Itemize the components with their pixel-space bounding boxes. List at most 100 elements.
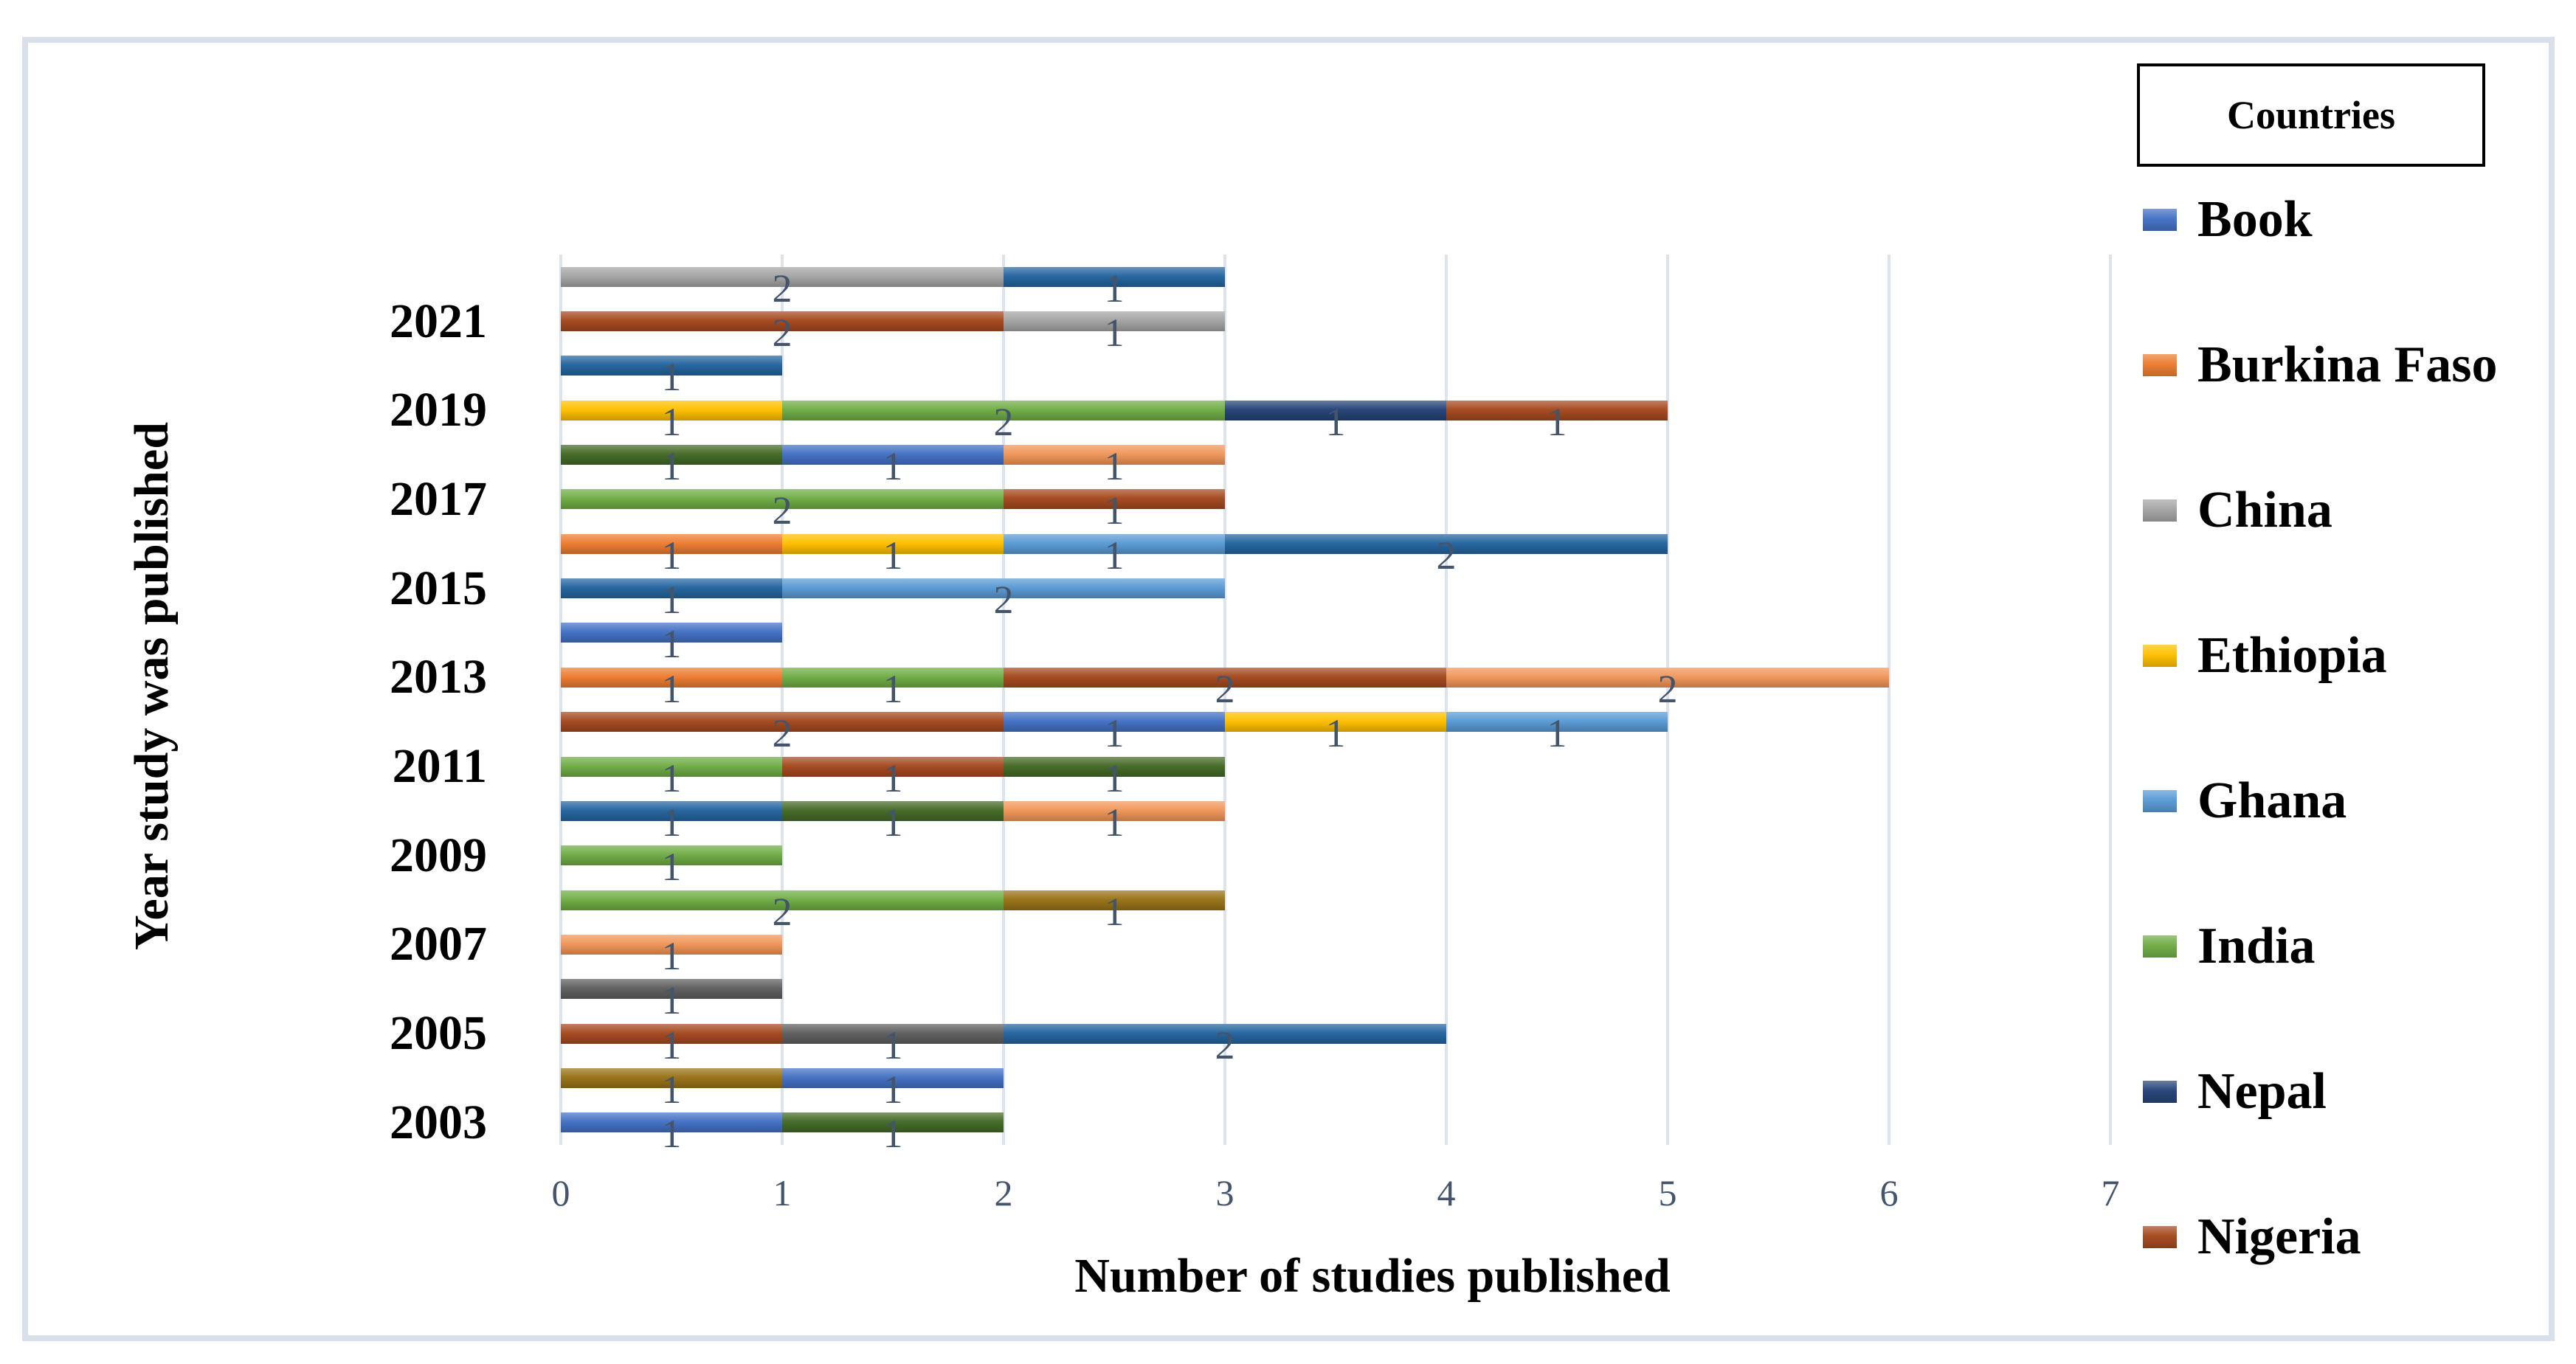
bar-value-label: 1 xyxy=(1325,711,1346,755)
bar-segment xyxy=(561,1024,782,1044)
bar-value-label: 1 xyxy=(883,444,903,488)
bar-segment xyxy=(561,401,782,420)
legend-item-label: Burkina Faso xyxy=(2197,336,2498,393)
gridline xyxy=(781,255,784,1145)
bar-segment xyxy=(782,445,1004,465)
bar-value-label: 1 xyxy=(661,622,682,666)
y-axis-tick-label: 2019 xyxy=(390,383,487,437)
bar-value-label: 1 xyxy=(661,444,682,488)
bar-segment xyxy=(782,668,1004,688)
bar-value-label: 1 xyxy=(661,1112,682,1156)
bar-value-label: 1 xyxy=(661,533,682,578)
bar-value-label: 1 xyxy=(1104,488,1125,533)
gridline xyxy=(1666,255,1669,1145)
bar-value-label: 2 xyxy=(772,266,793,311)
bar-segment xyxy=(782,1024,1004,1044)
bar-value-label: 1 xyxy=(883,667,903,711)
bar-value-label: 1 xyxy=(661,756,682,800)
bar-value-label: 1 xyxy=(883,800,903,845)
bar-segment xyxy=(1004,267,1225,287)
bar-value-label: 2 xyxy=(1215,1023,1235,1067)
legend-title: Countries xyxy=(2227,93,2395,137)
bar-value-label: 1 xyxy=(1547,400,1567,444)
bar-value-label: 1 xyxy=(1104,756,1125,800)
legend-item-label: Ghana xyxy=(2197,772,2347,829)
bar-segment xyxy=(561,935,782,955)
bar-value-label: 2 xyxy=(1436,533,1457,578)
legend-item-label: Nigeria xyxy=(2197,1208,2361,1265)
bar-value-label: 1 xyxy=(1325,400,1346,444)
legend-swatch-india xyxy=(2143,935,2177,958)
bar-segment xyxy=(561,757,782,777)
y-axis-title: Year study was published xyxy=(125,422,179,950)
bar-value-label: 1 xyxy=(1104,266,1125,311)
bar-value-label: 1 xyxy=(661,400,682,444)
bar-value-label: 1 xyxy=(883,1112,903,1156)
legend-item-label: China xyxy=(2197,482,2332,539)
bar-value-label: 1 xyxy=(661,800,682,845)
y-axis-tick-label: 2007 xyxy=(390,917,487,971)
legend-title-box: Countries xyxy=(2137,63,2485,167)
legend-item-label: Nepal xyxy=(2197,1063,2327,1120)
bar-segment xyxy=(1004,445,1225,465)
bar-value-label: 2 xyxy=(772,488,793,533)
bar-value-label: 2 xyxy=(1215,667,1235,711)
y-axis-tick-label: 2011 xyxy=(392,739,487,793)
bar-segment xyxy=(1446,401,1668,420)
gridline xyxy=(1223,255,1226,1145)
bar-value-label: 1 xyxy=(661,1023,682,1067)
bar-value-label: 1 xyxy=(1104,311,1125,355)
legend-swatch-nepal xyxy=(2143,1081,2177,1103)
bar-value-label: 1 xyxy=(1104,444,1125,488)
bar-value-label: 1 xyxy=(661,978,682,1022)
y-axis-tick-label: 2021 xyxy=(390,294,487,348)
bar-value-label: 2 xyxy=(993,578,1014,622)
legend-swatch-ethiopia xyxy=(2143,645,2177,667)
bar-segment xyxy=(782,1112,1004,1132)
bar-value-label: 1 xyxy=(1547,711,1567,755)
bar-segment xyxy=(561,578,782,598)
bar-segment xyxy=(561,712,1004,732)
bar-value-label: 1 xyxy=(661,845,682,889)
y-axis-tick-label: 2009 xyxy=(390,828,487,882)
bar-value-label: 2 xyxy=(993,400,1014,444)
bar-segment xyxy=(561,445,782,465)
bar-segment xyxy=(782,401,1225,420)
bar-segment xyxy=(561,1068,782,1088)
figure-frame xyxy=(22,37,2555,1341)
bar-segment xyxy=(1004,1024,1446,1044)
bar-value-label: 1 xyxy=(661,934,682,978)
bar-segment xyxy=(1446,712,1668,732)
bar-segment xyxy=(561,801,782,821)
y-axis-tick-label: 2017 xyxy=(390,472,487,526)
bar-value-label: 1 xyxy=(661,355,682,399)
y-axis-tick-label: 2005 xyxy=(390,1006,487,1060)
gridline xyxy=(2109,255,2112,1145)
bar-segment xyxy=(561,311,1004,331)
x-axis-tick-label: 0 xyxy=(551,1172,570,1214)
legend-swatch-ghana xyxy=(2143,790,2177,812)
bar-value-label: 1 xyxy=(1104,711,1125,755)
gridline xyxy=(559,255,562,1145)
bar-value-label: 1 xyxy=(661,667,682,711)
bar-segment xyxy=(561,267,1004,287)
bar-segment xyxy=(1446,668,1889,688)
bar-value-label: 2 xyxy=(1657,667,1678,711)
bar-segment xyxy=(1004,801,1225,821)
bar-value-label: 2 xyxy=(772,890,793,934)
gridline xyxy=(1002,255,1005,1145)
x-axis-tick-label: 4 xyxy=(1437,1172,1456,1214)
gridline xyxy=(1888,255,1890,1145)
bar-value-label: 1 xyxy=(883,1067,903,1112)
legend-swatch-burkina_faso xyxy=(2143,354,2177,376)
bar-segment xyxy=(1004,712,1225,732)
bar-value-label: 1 xyxy=(1104,800,1125,845)
bar-segment xyxy=(561,489,1004,509)
bar-value-label: 1 xyxy=(661,1067,682,1112)
bar-segment xyxy=(1004,311,1225,331)
bar-value-label: 1 xyxy=(1104,890,1125,934)
bar-segment xyxy=(561,1112,782,1132)
x-axis-tick-label: 7 xyxy=(2101,1172,2120,1214)
bar-segment xyxy=(561,668,782,688)
bar-segment xyxy=(1004,534,1225,554)
